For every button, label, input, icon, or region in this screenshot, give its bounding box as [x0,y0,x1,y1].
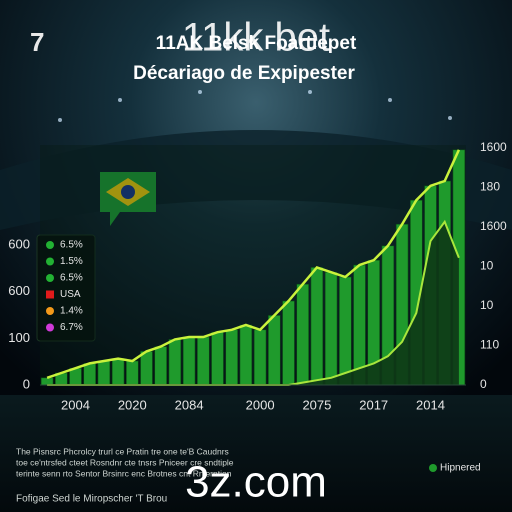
right-axis-label: 1600 [480,219,507,233]
bar [211,331,224,386]
left-axis-label: 0 [23,376,30,391]
bar [239,324,253,386]
footnote: toe ce'ntrsfed cteet Rosndnr cte tnsrs P… [16,457,234,467]
legend-marker [429,464,437,472]
bar [154,346,167,386]
bar [182,336,196,386]
legend-swatch [46,274,54,282]
legend-swatch [46,290,54,299]
legend-swatch [46,323,54,332]
x-tick-label: 2020 [118,397,147,412]
bar [83,363,96,386]
bar [253,329,267,386]
x-tick-label: 2014 [416,397,445,412]
bar [296,283,309,386]
logo-glyph: 7 [30,27,44,57]
legend-swatch [46,307,54,315]
legend-label: 6.7% [60,322,83,333]
left-axis-label: 100 [8,330,30,345]
chart-subtitle: Décariago de Expipester [133,63,355,84]
bar [126,360,139,386]
legend-label: 6.5% [60,240,83,251]
legend-label: Hipnered [440,463,481,474]
bar [324,271,338,386]
bar [225,329,238,386]
right-axis-label: 10 [480,298,494,312]
bar [40,377,54,386]
x-tick-label: 2000 [246,397,275,412]
footer-panel [0,395,512,512]
watermark: 11kk bet [182,16,330,60]
line [46,149,461,379]
bar [97,360,111,386]
right-axis-label: 10 [480,259,494,273]
legend-label: 6.5% [60,273,83,284]
bar [268,315,281,386]
footnote: Fofigae Sed le Miropscher 'T Brou [16,494,167,505]
x-tick-label: 2084 [175,397,204,412]
right-axis-label: 180 [480,180,500,194]
area [47,221,459,385]
bar [168,339,182,386]
bar [111,358,125,386]
right-axis-label: 1600 [480,140,507,154]
chart-title: 11AK Belsk Foartiepet [156,33,357,54]
x-tick-label: 2075 [302,397,331,412]
legend-swatch [46,241,54,249]
x-tick-label: 2004 [61,397,90,412]
legend-label: 1.5% [60,256,83,267]
legend-label: USA [60,289,81,300]
plot-area [40,145,466,385]
footnote: The Pisnsrc Phcrolcy trurl ce Pratin tre… [16,446,229,456]
bar [282,300,295,386]
bar [140,351,153,386]
stadium-lights [58,90,452,122]
right-axis-label: 0 [480,377,487,391]
watermark-bottom: 3z.com [185,458,327,507]
legend-swatch [46,257,54,266]
legend-label: 1.4% [60,306,83,317]
bar [310,267,324,386]
left-axis-label: 600 [8,283,30,298]
x-tick-label: 2017 [359,397,388,412]
footnote: terinte senn rto Sentor Brsinrc enc Brot… [16,468,232,478]
flag-bubble [100,172,156,226]
bar [339,276,352,386]
bar [197,336,210,386]
left-axis-label: 600 [8,236,30,251]
right-axis-label: 110 [480,338,499,352]
